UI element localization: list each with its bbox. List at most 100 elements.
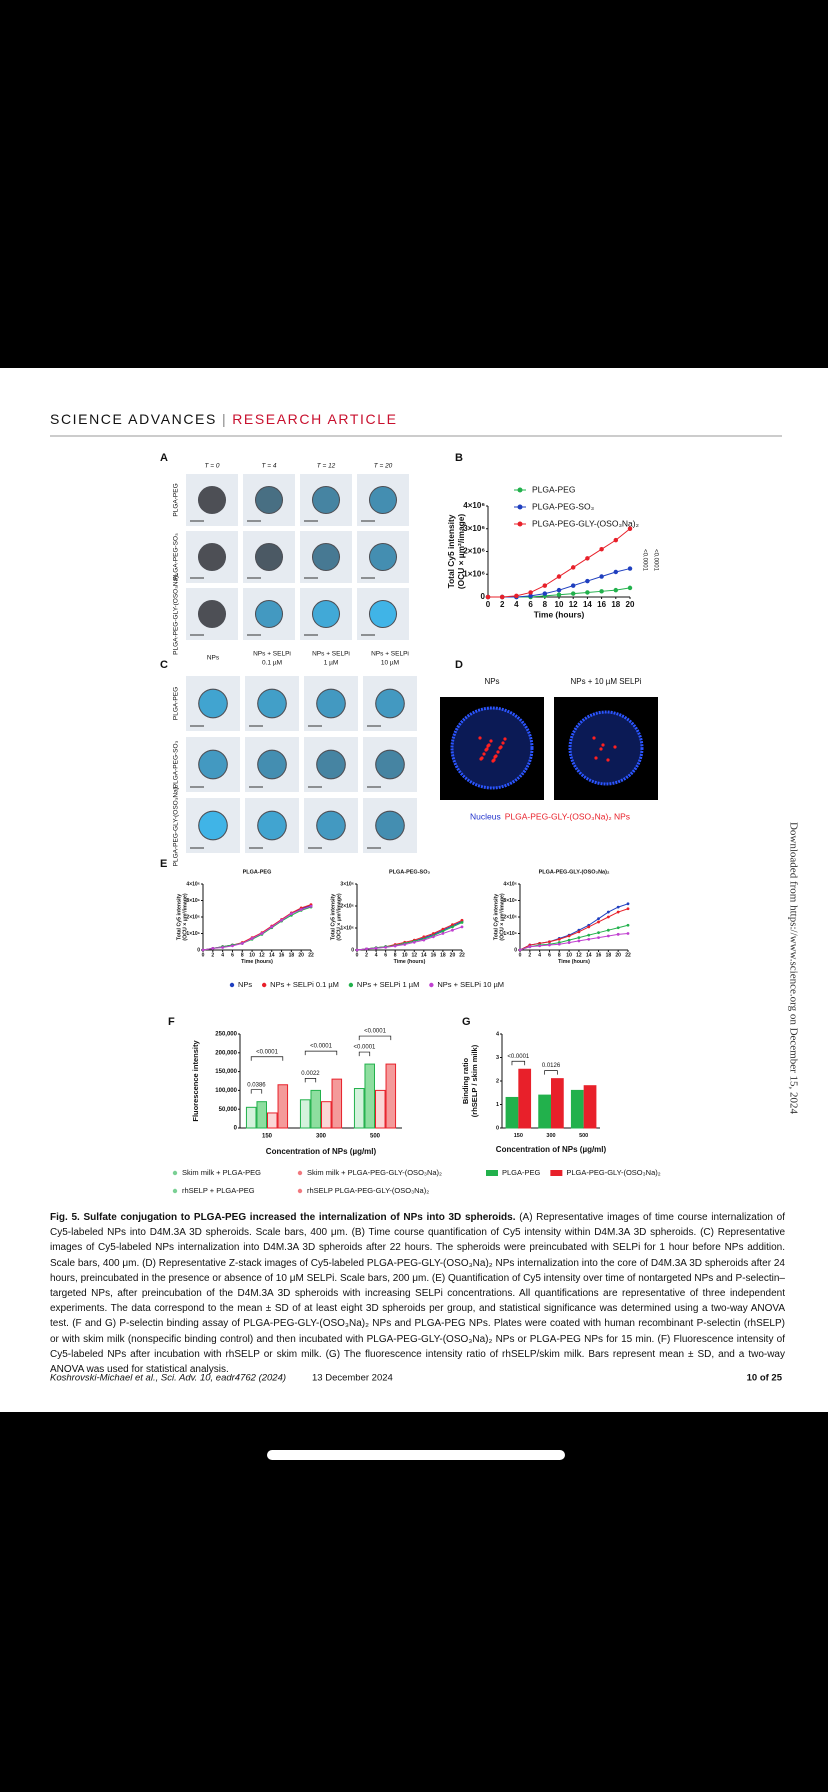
data-point bbox=[556, 592, 562, 597]
row-header: PLGA-PEG-GLY-(OSO₃Na)₂ bbox=[173, 784, 180, 866]
data-point bbox=[627, 566, 633, 571]
np-signal bbox=[486, 744, 490, 748]
y-axis-label: (OCU × µm²/image) bbox=[182, 893, 188, 940]
x-tick-label: 150 bbox=[514, 1133, 523, 1139]
bar bbox=[364, 1063, 376, 1129]
data-point bbox=[231, 944, 234, 948]
data-point bbox=[451, 925, 454, 929]
panel-label: G bbox=[462, 1016, 471, 1028]
y-axis-label: (OCU × µm²/image) bbox=[336, 893, 342, 940]
x-tick-label: 0 bbox=[356, 952, 359, 958]
data-point bbox=[403, 943, 407, 946]
running-header: SCIENCE ADVANCES | RESEARCH ARTICLE bbox=[50, 411, 398, 427]
spheroid bbox=[197, 599, 227, 629]
data-point bbox=[613, 537, 619, 543]
data-point bbox=[538, 944, 542, 948]
section: RESEARCH ARTICLE bbox=[232, 411, 397, 427]
x-tick-label: 150 bbox=[262, 1134, 273, 1140]
data-point bbox=[627, 526, 633, 531]
x-tick-label: 4 bbox=[375, 952, 378, 958]
cy5-signal bbox=[376, 750, 404, 779]
bar bbox=[299, 1099, 311, 1129]
data-point bbox=[627, 585, 633, 591]
data-point bbox=[422, 938, 426, 942]
x-tick-label: 10 bbox=[566, 952, 572, 958]
data-point bbox=[616, 926, 620, 930]
data-point bbox=[587, 933, 591, 937]
y-tick-label: 2×10⁶ bbox=[186, 914, 200, 920]
x-tick-label: 20 bbox=[298, 952, 304, 958]
legend-marker bbox=[172, 1188, 178, 1194]
data-point bbox=[597, 920, 600, 924]
significance-bracket bbox=[304, 1050, 338, 1056]
cy5-signal bbox=[313, 544, 339, 570]
data-point bbox=[606, 915, 610, 919]
p-value: 0.0386 bbox=[247, 1082, 266, 1088]
cy5-signal bbox=[317, 750, 345, 779]
p-value: <0.0001 bbox=[507, 1054, 530, 1060]
legend-text: NPs bbox=[238, 980, 252, 989]
p-value: <0.0001 bbox=[364, 1029, 387, 1035]
footer-page: 10 of 25 bbox=[747, 1373, 783, 1384]
cy5-signal bbox=[370, 487, 396, 513]
series-line bbox=[202, 905, 312, 951]
nucleus-ring bbox=[450, 706, 534, 790]
x-tick-label: 300 bbox=[546, 1133, 555, 1139]
bar bbox=[277, 1084, 289, 1129]
data-point bbox=[570, 583, 576, 588]
x-tick-label: 22 bbox=[459, 952, 465, 958]
y-tick-label: 250,000 bbox=[215, 1032, 237, 1038]
panel-label: E bbox=[160, 858, 167, 870]
x-tick-label: 14 bbox=[421, 952, 427, 958]
significance-bracket bbox=[511, 1060, 526, 1066]
cy5-signal bbox=[317, 811, 345, 840]
x-tick-label: 300 bbox=[316, 1134, 327, 1140]
cy5-signal bbox=[313, 487, 339, 513]
x-tick-label: 16 bbox=[431, 952, 437, 958]
x-tick-label: 10 bbox=[249, 952, 255, 958]
np-signal bbox=[479, 757, 483, 761]
data-point bbox=[597, 931, 600, 935]
bar bbox=[538, 1094, 552, 1129]
np-signal bbox=[493, 755, 497, 759]
legend-text: PLGA-PEG-GLY-(OSO₃Na)₂ bbox=[566, 1168, 660, 1177]
y-tick-label: 4×10⁶ bbox=[463, 501, 485, 510]
data-point bbox=[460, 925, 464, 929]
y-tick-label: 3×10⁶ bbox=[186, 898, 200, 904]
y-axis-label: Total Cy5 intensity bbox=[176, 894, 182, 940]
bar bbox=[375, 1089, 386, 1129]
np-signal bbox=[484, 748, 488, 752]
chart-title: PLGA-PEG-SO₃ bbox=[389, 869, 431, 875]
x-tick-label: 0 bbox=[519, 952, 522, 958]
data-point bbox=[431, 932, 435, 935]
legend-marker bbox=[229, 982, 235, 988]
x-tick-label: 500 bbox=[370, 1134, 381, 1140]
x-tick-label: 4 bbox=[514, 600, 519, 609]
cy5-signal bbox=[199, 811, 227, 840]
data-point bbox=[441, 929, 445, 933]
x-tick-label: 20 bbox=[626, 600, 635, 609]
data-point bbox=[240, 942, 244, 945]
y-tick-label: 3×10⁶ bbox=[340, 881, 354, 887]
x-axis-label: Time (hours) bbox=[241, 959, 273, 965]
significance-bracket bbox=[250, 1056, 284, 1061]
x-tick-label: 14 bbox=[269, 952, 275, 958]
caption-body: (A) Representative images of time course… bbox=[50, 1212, 785, 1376]
column-header: T = 20 bbox=[374, 463, 393, 470]
data-point bbox=[451, 923, 454, 927]
x-tick-label: 18 bbox=[289, 952, 295, 958]
y-tick-label: 1×10⁶ bbox=[503, 931, 517, 937]
data-point bbox=[616, 905, 620, 909]
y-tick-label: 0 bbox=[234, 1126, 238, 1132]
y-axis-label: (OCU × µm²/image) bbox=[456, 514, 466, 590]
y-tick-label: 0 bbox=[496, 1125, 499, 1131]
y-tick-label: 3×10⁶ bbox=[503, 898, 517, 904]
cy5-signal bbox=[258, 689, 286, 718]
np-signal bbox=[503, 737, 507, 741]
significance-bracket bbox=[358, 1035, 392, 1041]
x-tick-label: 2 bbox=[528, 952, 531, 958]
np-signal bbox=[501, 741, 505, 745]
data-point bbox=[309, 904, 313, 908]
